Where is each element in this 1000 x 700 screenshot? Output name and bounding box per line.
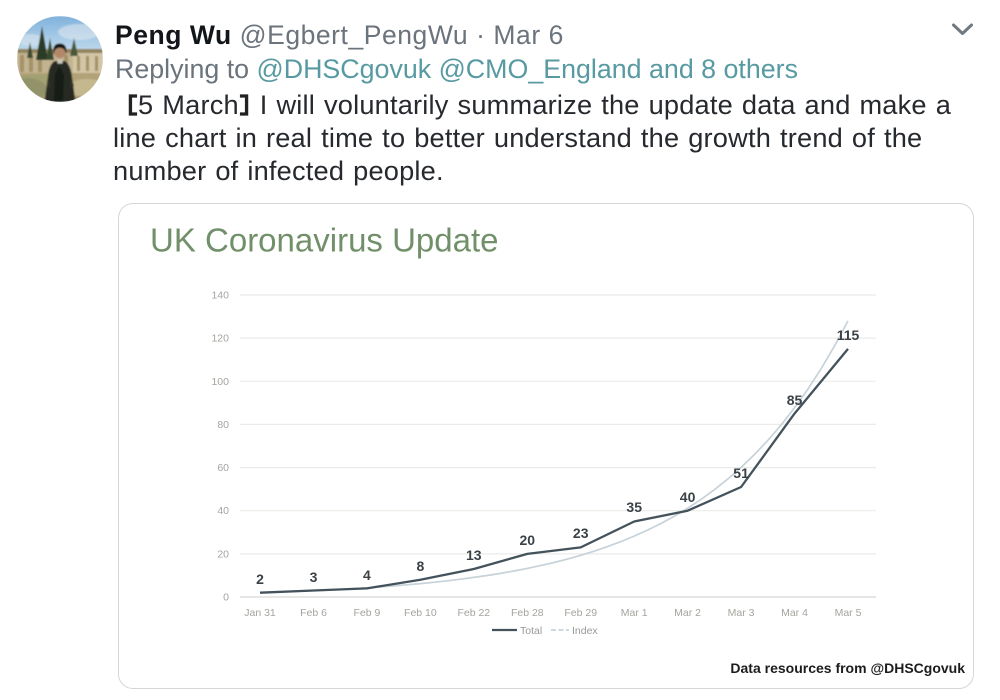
svg-text:40: 40 [680,489,696,505]
svg-text:Feb 22: Feb 22 [457,607,490,619]
svg-text:23: 23 [573,525,589,541]
svg-text:51: 51 [733,465,749,481]
svg-text:85: 85 [787,392,803,408]
svg-text:40: 40 [217,505,229,517]
svg-text:100: 100 [211,376,229,388]
svg-text:Mar 3: Mar 3 [728,607,755,619]
svg-text:Jan 31: Jan 31 [244,607,276,619]
svg-text:120: 120 [211,333,229,345]
svg-text:0: 0 [223,592,229,604]
svg-text:4: 4 [363,567,371,583]
svg-text:UK Coronavirus Update: UK Coronavirus Update [150,222,499,259]
svg-text:35: 35 [626,499,642,515]
svg-text:3: 3 [310,569,318,585]
svg-text:Mar 5: Mar 5 [835,607,862,619]
svg-text:Feb 9: Feb 9 [353,607,380,619]
svg-text:140: 140 [211,290,229,302]
svg-text:Feb 29: Feb 29 [564,607,597,619]
svg-text:Data resources from @DHSCgovuk: Data resources from @DHSCgovuk [730,660,965,676]
svg-text:Total: Total [520,625,542,637]
svg-text:Feb 28: Feb 28 [511,607,544,619]
svg-text:13: 13 [466,547,482,563]
svg-text:80: 80 [217,419,229,431]
svg-text:Mar 2: Mar 2 [674,607,701,619]
svg-text:Mar 1: Mar 1 [621,607,648,619]
svg-text:8: 8 [417,558,425,574]
svg-text:Feb 6: Feb 6 [300,607,327,619]
svg-text:20: 20 [520,532,536,548]
svg-text:Index: Index [572,625,598,637]
svg-text:Mar 4: Mar 4 [781,607,808,619]
svg-text:60: 60 [217,462,229,474]
svg-text:2: 2 [256,571,264,587]
svg-text:115: 115 [837,327,860,343]
svg-text:Feb 10: Feb 10 [404,607,437,619]
svg-text:20: 20 [217,548,229,560]
